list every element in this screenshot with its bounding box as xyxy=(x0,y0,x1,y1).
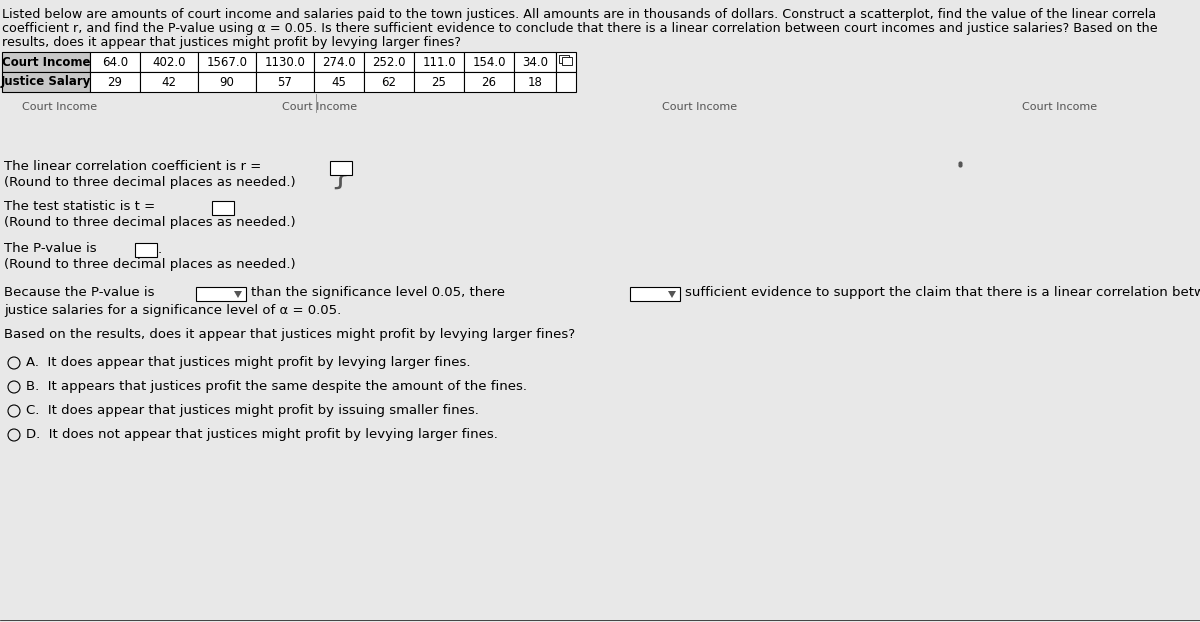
Text: results, does it appear that justices might profit by levying larger fines?: results, does it appear that justices mi… xyxy=(2,36,461,49)
Text: 42: 42 xyxy=(162,75,176,88)
Text: than the significance level 0.05, there: than the significance level 0.05, there xyxy=(251,286,505,299)
Text: 18: 18 xyxy=(528,75,542,88)
Bar xyxy=(2,72,90,92)
Text: A.  It does appear that justices might profit by levying larger fines.: A. It does appear that justices might pr… xyxy=(26,356,470,369)
Text: 90: 90 xyxy=(220,75,234,88)
Bar xyxy=(90,52,140,72)
Bar xyxy=(2,52,90,72)
Text: The test statistic is t =: The test statistic is t = xyxy=(4,200,155,213)
Bar xyxy=(464,72,514,92)
Text: C.  It does appear that justices might profit by issuing smaller fines.: C. It does appear that justices might pr… xyxy=(26,404,479,417)
Text: The linear correlation coefficient is r =: The linear correlation coefficient is r … xyxy=(4,160,262,173)
Bar xyxy=(414,72,464,92)
Bar xyxy=(134,243,157,257)
Text: sufficient evidence to support the claim that there is a linear correlation betw: sufficient evidence to support the claim… xyxy=(685,286,1200,299)
Text: 1567.0: 1567.0 xyxy=(206,55,247,68)
Bar xyxy=(198,52,256,72)
Bar xyxy=(514,52,556,72)
Bar xyxy=(198,72,256,92)
Text: 252.0: 252.0 xyxy=(372,55,406,68)
Bar xyxy=(556,72,576,92)
Text: 64.0: 64.0 xyxy=(102,55,128,68)
Bar xyxy=(330,161,352,175)
Text: (Round to three decimal places as needed.): (Round to three decimal places as needed… xyxy=(4,176,295,189)
Bar xyxy=(212,201,234,215)
Text: 34.0: 34.0 xyxy=(522,55,548,68)
Bar xyxy=(514,72,556,92)
Bar xyxy=(314,52,364,72)
Text: 1130.0: 1130.0 xyxy=(264,55,306,68)
Text: coefficient r, and find the P-value using α = 0.05. Is there sufficient evidence: coefficient r, and find the P-value usin… xyxy=(2,22,1158,35)
Bar xyxy=(256,52,314,72)
Bar xyxy=(414,52,464,72)
Bar xyxy=(256,72,314,92)
Polygon shape xyxy=(668,291,676,298)
Text: 154.0: 154.0 xyxy=(473,55,505,68)
Text: B.  It appears that justices profit the same despite the amount of the fines.: B. It appears that justices profit the s… xyxy=(26,380,527,393)
Text: 29: 29 xyxy=(108,75,122,88)
Text: (Round to three decimal places as needed.): (Round to three decimal places as needed… xyxy=(4,216,295,229)
Text: Justice Salary: Justice Salary xyxy=(1,75,91,88)
Bar xyxy=(556,52,576,72)
Bar xyxy=(364,52,414,72)
Text: 45: 45 xyxy=(331,75,347,88)
Bar xyxy=(630,287,680,301)
Bar xyxy=(562,57,572,65)
Text: .: . xyxy=(158,243,162,256)
Text: Court Income: Court Income xyxy=(282,102,358,112)
Text: 402.0: 402.0 xyxy=(152,55,186,68)
Text: 26: 26 xyxy=(481,75,497,88)
Bar xyxy=(196,287,246,301)
Text: }: } xyxy=(330,160,349,190)
Text: The P-value is: The P-value is xyxy=(4,242,97,255)
Text: 57: 57 xyxy=(277,75,293,88)
Bar xyxy=(314,72,364,92)
Text: Court Income: Court Income xyxy=(23,102,97,112)
Bar xyxy=(140,52,198,72)
Text: 274.0: 274.0 xyxy=(322,55,356,68)
Text: Because the P-value is: Because the P-value is xyxy=(4,286,155,299)
Text: Court Income: Court Income xyxy=(662,102,738,112)
Text: 111.0: 111.0 xyxy=(422,55,456,68)
Bar xyxy=(364,72,414,92)
Text: D.  It does not appear that justices might profit by levying larger fines.: D. It does not appear that justices migh… xyxy=(26,428,498,441)
Bar xyxy=(90,72,140,92)
Text: justice salaries for a significance level of α = 0.05.: justice salaries for a significance leve… xyxy=(4,304,341,317)
Polygon shape xyxy=(234,291,242,298)
Text: 62: 62 xyxy=(382,75,396,88)
Bar xyxy=(464,52,514,72)
Text: Court Income: Court Income xyxy=(1,55,90,68)
Text: Based on the results, does it appear that justices might profit by levying large: Based on the results, does it appear tha… xyxy=(4,328,575,341)
Text: (Round to three decimal places as needed.): (Round to three decimal places as needed… xyxy=(4,258,295,271)
Text: Listed below are amounts of court income and salaries paid to the town justices.: Listed below are amounts of court income… xyxy=(2,8,1156,21)
Bar xyxy=(140,72,198,92)
Text: Court Income: Court Income xyxy=(1022,102,1098,112)
Text: 25: 25 xyxy=(432,75,446,88)
Bar xyxy=(559,55,569,63)
